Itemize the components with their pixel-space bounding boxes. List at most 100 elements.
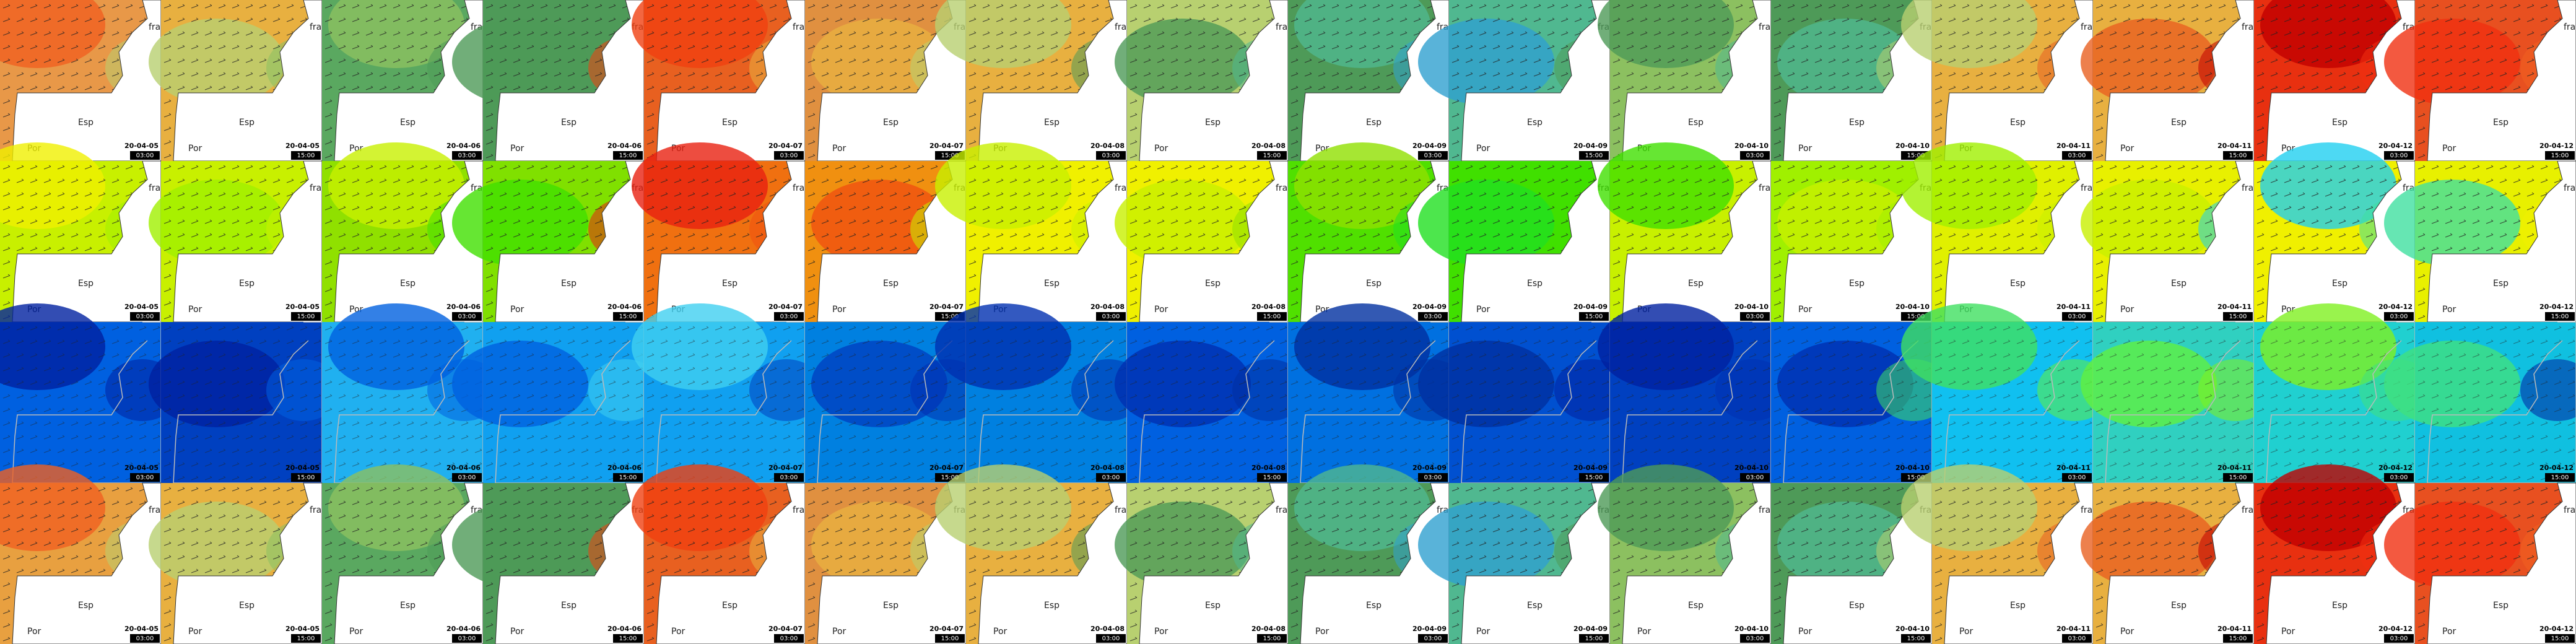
country-label: Esp (1366, 601, 1382, 611)
time-box (1740, 312, 1770, 321)
country-label: Esp (1044, 118, 1060, 128)
country-label: Por (2120, 144, 2134, 154)
country-label: Por (510, 305, 524, 315)
map-tile: fra Esp Por 20-04-11 15:00 (2081, 160, 2273, 323)
map-tile: fra Esp Por 20-04-12 15:00 (2384, 160, 2576, 323)
tile-date: 20-04-11 (2217, 625, 2252, 633)
country-label: Esp (722, 601, 738, 611)
tile-time: 03:00 (1424, 152, 1442, 159)
tile-date: 20-04-09 (1573, 303, 1608, 311)
country-label: fra (1759, 183, 1770, 193)
tile-time: 15:00 (2551, 152, 2569, 159)
map-tile: 20-04-10 03:00 (1598, 303, 1790, 484)
country-label: Esp (883, 601, 899, 611)
tile-time: 15:00 (297, 313, 315, 320)
time-box (1096, 312, 1126, 321)
time-box (452, 473, 482, 482)
time-box (2062, 634, 2092, 643)
tile-time: 15:00 (2551, 635, 2569, 642)
tile-time: 15:00 (941, 152, 959, 159)
land (2427, 482, 2576, 644)
country-label: fra (1115, 505, 1126, 515)
time-box (2545, 151, 2575, 160)
country-label: fra (1759, 505, 1770, 515)
tile-date: 20-04-05 (124, 625, 159, 633)
tile-time: 15:00 (1585, 474, 1603, 481)
tile-time: 15:00 (619, 313, 637, 320)
tile-time: 15:00 (1263, 635, 1281, 642)
map-tile: fra Esp Por 20-04-08 15:00 (1115, 482, 1307, 644)
tile-time: 03:00 (2390, 313, 2408, 320)
country-label: Por (1476, 305, 1490, 315)
tile-time: 03:00 (2068, 474, 2086, 481)
country-label: Por (2120, 627, 2134, 637)
wind-arrows (1449, 322, 1610, 483)
tile-time: 03:00 (136, 635, 154, 642)
country-label: fra (310, 505, 321, 515)
tile-time: 03:00 (780, 152, 798, 159)
tile-date: 20-04-10 (1734, 625, 1769, 633)
country-label: fra (310, 183, 321, 193)
map-tile: fra Esp Por 20-04-11 15:00 (2081, 482, 2273, 644)
country-label: Esp (400, 118, 416, 128)
country-label: Esp (1688, 601, 1704, 611)
time-box (2062, 473, 2092, 482)
time-box (613, 151, 643, 160)
map-tile: fra Esp Por 20-04-07 03:00 (632, 464, 824, 644)
tile-time: 03:00 (136, 313, 154, 320)
tile-date: 20-04-05 (285, 142, 320, 150)
country-label: Esp (1044, 279, 1060, 289)
map-tile: fra Esp Por 20-04-10 03:00 (1598, 464, 1790, 644)
country-label: fra (2564, 183, 2575, 193)
tile-time: 15:00 (619, 152, 637, 159)
tile-date: 20-04-07 (768, 142, 803, 150)
time-box (774, 473, 804, 482)
time-box (452, 312, 482, 321)
tile-date: 20-04-11 (2056, 142, 2091, 150)
time-box (1257, 473, 1287, 482)
country-label: Esp (400, 279, 416, 289)
map-tile: fra Esp Por 20-04-08 15:00 (1115, 160, 1307, 323)
country-label: Por (1637, 627, 1651, 637)
country-label: Esp (1205, 601, 1221, 611)
country-label: Esp (78, 118, 94, 128)
tile-time: 03:00 (458, 313, 476, 320)
time-box (291, 473, 321, 482)
tile-date: 20-04-10 (1895, 142, 1930, 150)
country-label: Esp (2010, 601, 2026, 611)
wind-arrows (1127, 322, 1288, 483)
tile-time: 15:00 (2229, 152, 2247, 159)
country-label: fra (310, 22, 321, 32)
tile-date: 20-04-11 (2056, 464, 2091, 472)
country-label: Esp (561, 601, 577, 611)
time-box (1579, 634, 1609, 643)
wind-arrows (161, 322, 322, 483)
country-label: Esp (1527, 118, 1543, 128)
tile-date: 20-04-07 (929, 142, 964, 150)
tile-time: 03:00 (136, 152, 154, 159)
tile-date: 20-04-08 (1090, 142, 1125, 150)
tile-time: 15:00 (1263, 474, 1281, 481)
time-box (1418, 473, 1448, 482)
tile-date: 20-04-11 (2056, 625, 2091, 633)
country-label: Esp (2010, 279, 2026, 289)
tile-date: 20-04-08 (1251, 464, 1286, 472)
tile-date: 20-04-12 (2378, 625, 2413, 633)
wind-arrows (483, 322, 644, 483)
country-label: Esp (2332, 279, 2348, 289)
country-label: Esp (1366, 279, 1382, 289)
tile-date: 20-04-09 (1412, 464, 1447, 472)
tile-time: 15:00 (2229, 474, 2247, 481)
tile-date: 20-04-10 (1895, 625, 1930, 633)
tile-time: 15:00 (619, 474, 637, 481)
map-tile: 20-04-12 15:00 (2384, 321, 2576, 484)
country-label: Esp (78, 601, 94, 611)
tile-time: 15:00 (1585, 635, 1603, 642)
tile-date: 20-04-06 (446, 625, 481, 633)
